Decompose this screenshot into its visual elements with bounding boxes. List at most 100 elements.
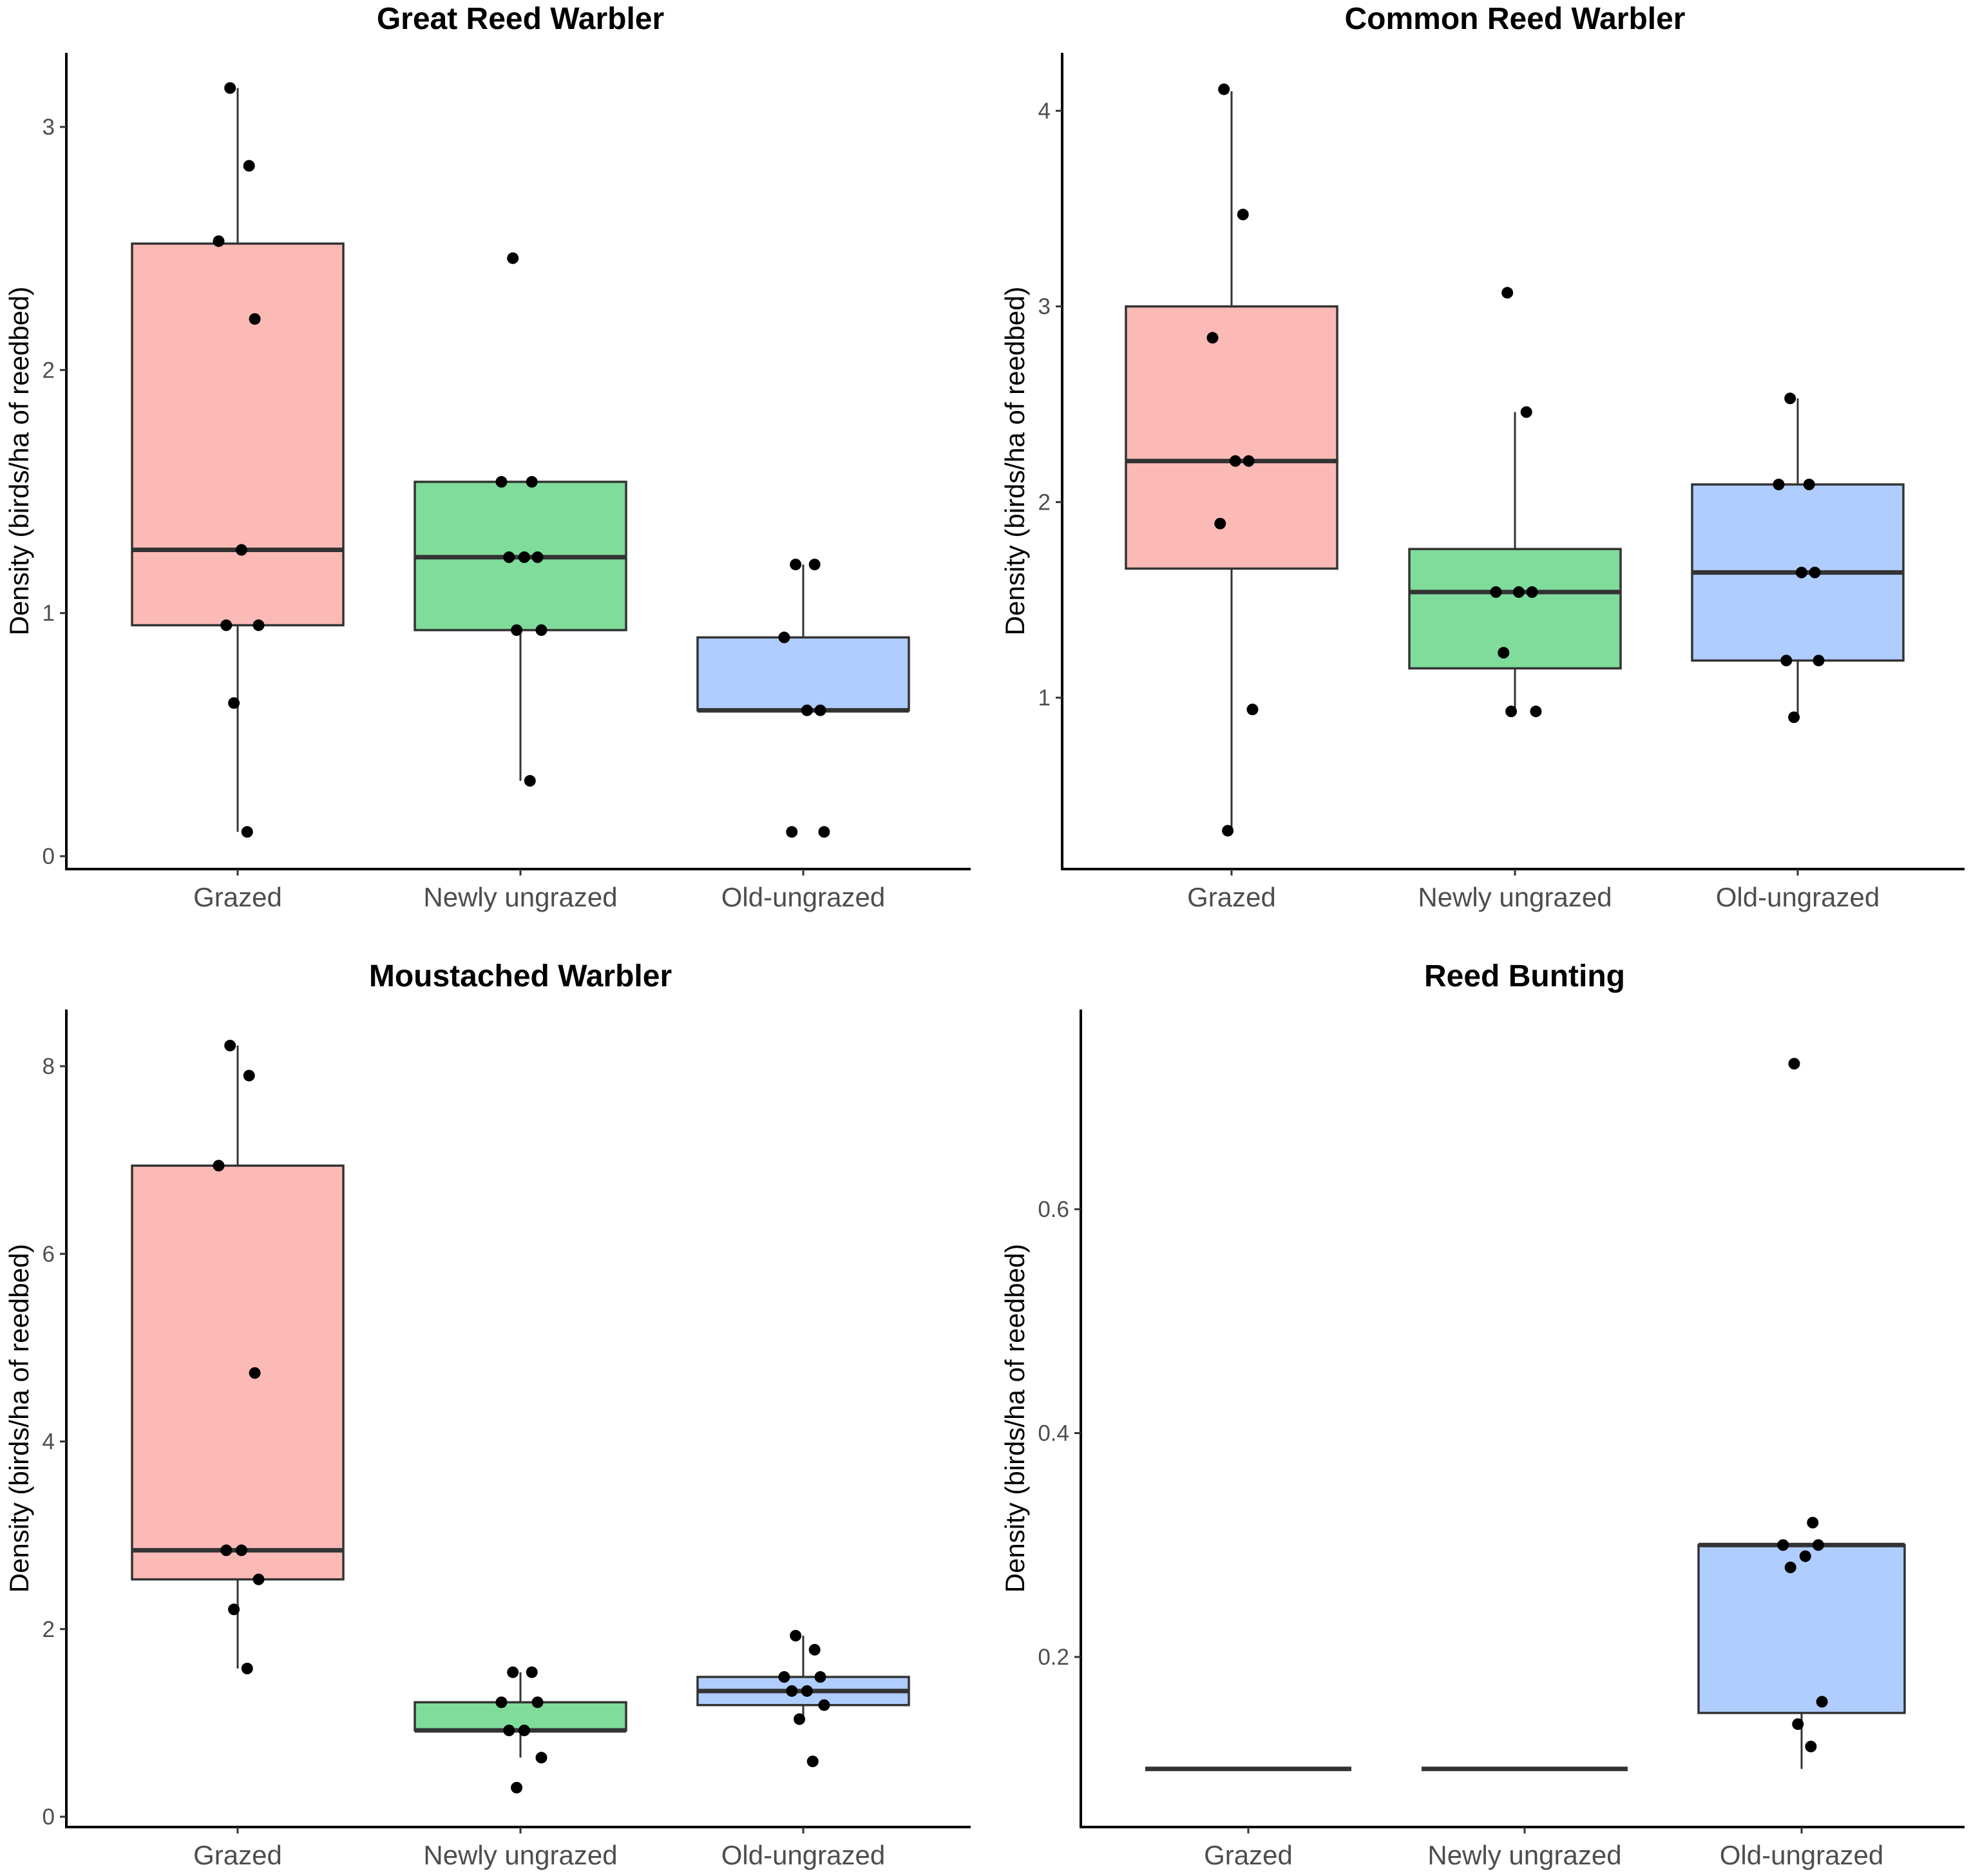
data-point (1218, 83, 1230, 95)
x-category-label: Old-ungrazed (1716, 882, 1880, 912)
x-category-label: Old-ungrazed (1720, 1840, 1883, 1870)
data-point (1490, 586, 1502, 598)
plot-marks: 0 1 2 3 Grazed Newly ungrazed Old-ungrazed (43, 53, 971, 912)
data-point (1788, 711, 1800, 723)
y-tick-label: 2 (43, 358, 55, 383)
data-point (524, 775, 536, 787)
box-iqr (1125, 305, 1338, 570)
data-point (1803, 479, 1815, 491)
plot-marks: 0.2 0.4 0.6 Grazed Newly ungrazed Old-ungraze… (1038, 1010, 1965, 1870)
plot-marks: 0 2 4 6 8 Grazed Newly ungrazed Old-ungrazed (43, 1010, 971, 1870)
data-point (1788, 1058, 1800, 1070)
y-tick-label: 8 (43, 1054, 55, 1079)
panel-title: Reed Bunting (1424, 959, 1625, 993)
y-axis-title: Density (birds/ha of reedbed) (1000, 287, 1030, 636)
y-tick-label: 1 (43, 601, 55, 626)
y-tick-label: 0.4 (1038, 1421, 1069, 1446)
x-category-label: Newly ungrazed (423, 882, 617, 912)
data-point (814, 704, 826, 716)
data-point (220, 1544, 233, 1556)
data-point (794, 1713, 806, 1725)
data-point (495, 1696, 508, 1708)
data-point (790, 559, 802, 571)
data-point (1526, 586, 1538, 598)
data-point (1214, 517, 1226, 530)
data-point (213, 1160, 225, 1172)
data-point (241, 1662, 253, 1674)
data-point (518, 1725, 530, 1737)
data-point (1206, 332, 1219, 344)
box-old-ungrazed (1691, 392, 1905, 723)
data-point (249, 1367, 261, 1379)
plot-marks: 1 2 3 4 Grazed Newly ungrazed Old-ungrazed (1038, 53, 1965, 912)
box-iqr (696, 636, 910, 712)
box-newly-ungrazed (414, 252, 627, 787)
data-point (503, 1725, 515, 1737)
data-point (801, 1685, 813, 1697)
data-point (1498, 647, 1510, 659)
data-point (495, 475, 508, 488)
data-point (526, 475, 538, 488)
box-old-ungrazed (696, 1629, 910, 1768)
box-iqr (131, 1164, 345, 1581)
x-category-label: Newly ungrazed (1427, 1840, 1621, 1870)
data-point (1222, 825, 1234, 837)
y-tick-label: 2 (43, 1617, 55, 1642)
box-old-ungrazed (1697, 1058, 1906, 1769)
data-point (531, 1696, 544, 1708)
y-tick-label: 3 (43, 115, 55, 140)
box-iqr (131, 242, 345, 627)
y-axis-title: Density (birds/ha of reedbed) (1000, 1244, 1030, 1593)
data-point (1520, 406, 1532, 418)
data-point (1809, 566, 1821, 579)
panel-title: Great Reed Warbler (377, 2, 664, 36)
box-iqr (414, 1701, 627, 1732)
data-point (511, 624, 523, 636)
data-point (1777, 1539, 1789, 1551)
box-grazed (131, 82, 345, 838)
y-tick-label: 3 (1038, 294, 1051, 320)
x-category-label: Grazed (193, 1840, 282, 1870)
data-point (818, 826, 830, 838)
x-category-label: Newly ungrazed (1418, 882, 1612, 912)
data-point (1792, 1718, 1804, 1730)
data-point (1812, 1539, 1824, 1551)
data-point (1505, 705, 1518, 718)
y-tick-label: 0.6 (1038, 1197, 1069, 1222)
y-tick-label: 1 (1038, 685, 1051, 711)
data-point (1784, 1562, 1796, 1573)
panel-reed-bunting: Reed Bunting Density (birds/ha of reedbe… (1000, 959, 1965, 1870)
data-point (518, 551, 530, 563)
data-point (778, 1671, 790, 1683)
data-point (806, 1756, 819, 1768)
data-point (252, 1573, 265, 1585)
data-point (224, 1039, 236, 1051)
data-point (228, 1603, 240, 1616)
y-tick-label: 6 (43, 1241, 55, 1267)
data-point (1243, 455, 1255, 467)
x-category-label: Grazed (193, 882, 282, 912)
data-point (1237, 208, 1249, 220)
data-point (1799, 1550, 1811, 1562)
data-point (235, 1544, 247, 1556)
y-axis-title: Density (birds/ha of reedbed) (4, 1244, 34, 1593)
data-point (511, 1781, 523, 1794)
y-tick-label: 4 (1038, 99, 1051, 124)
data-point (526, 1666, 538, 1678)
data-point (786, 826, 798, 838)
panel-great-reed-warbler: Great Reed Warbler Density (birds/ha of … (4, 2, 971, 912)
data-point (1501, 287, 1514, 299)
data-point (535, 624, 548, 636)
y-tick-label: 0 (43, 1804, 55, 1830)
box-grazed (1125, 83, 1338, 837)
data-point (507, 1666, 519, 1678)
data-point (531, 551, 544, 563)
data-point (814, 1671, 826, 1683)
data-point (1795, 566, 1807, 579)
data-point (220, 619, 233, 631)
data-point (1784, 392, 1796, 405)
box-newly-ungrazed (1408, 287, 1622, 718)
data-point (1780, 655, 1793, 667)
data-point (818, 1699, 830, 1711)
y-tick-label: 0.2 (1038, 1645, 1069, 1670)
